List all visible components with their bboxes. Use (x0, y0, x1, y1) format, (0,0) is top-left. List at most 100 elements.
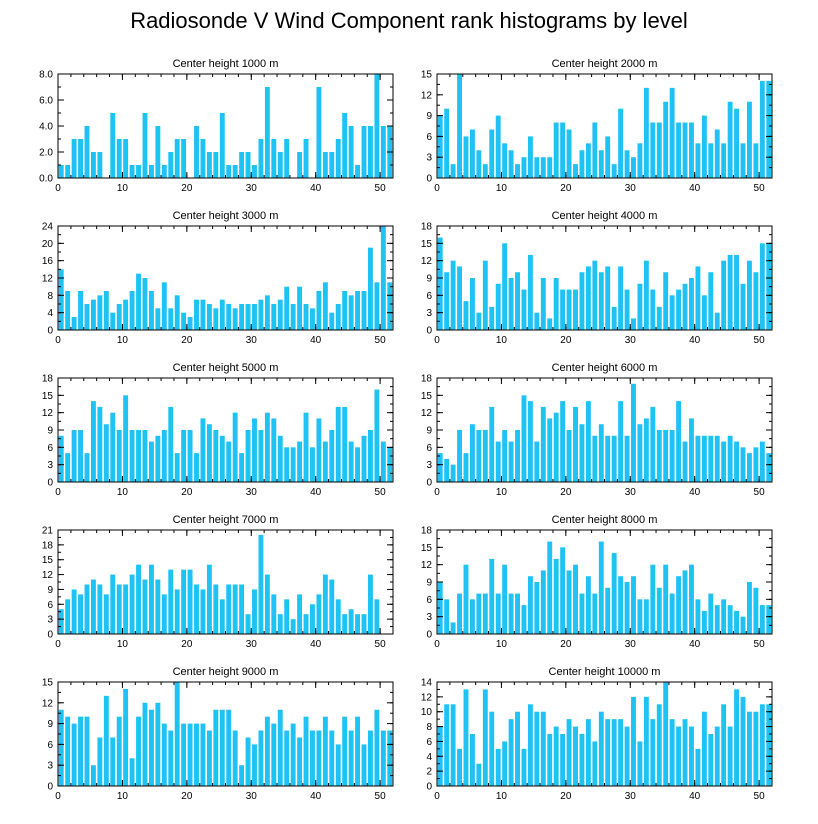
bar (708, 435, 714, 482)
bar (187, 723, 193, 786)
bar (316, 594, 322, 634)
bar (271, 418, 277, 482)
bar (766, 243, 772, 330)
y-tick-label: 9 (47, 426, 53, 437)
bar (637, 283, 643, 330)
bar (521, 605, 527, 634)
x-tick-label: 30 (625, 639, 637, 650)
y-tick-label: 3 (47, 761, 53, 772)
bar (380, 226, 386, 330)
bar (585, 266, 591, 330)
bar (611, 719, 617, 786)
chart-panel-10: Center height 10000 m 0 10 20 30 40 50 0 2 4 6 8 10 1… (421, 666, 773, 802)
bar (303, 139, 309, 178)
bar (84, 453, 90, 482)
bar (316, 87, 322, 178)
bar (84, 716, 90, 786)
bar (502, 143, 508, 178)
bar (290, 447, 296, 482)
bar (374, 74, 380, 178)
bar (714, 726, 720, 786)
bar (387, 730, 393, 786)
bar (245, 737, 251, 786)
bar (348, 730, 354, 786)
bar (65, 291, 71, 330)
y-tick-label: 15 (421, 543, 433, 554)
bar (553, 278, 559, 330)
bar (374, 389, 380, 482)
y-tick-label: 6 (426, 737, 432, 748)
x-tick-label: 20 (181, 487, 193, 498)
chart-panel-9: Center height 9000 m 0 10 20 30 40 50 0 3 6 9 12 15 (42, 666, 394, 802)
bar (155, 308, 161, 330)
bar (213, 709, 219, 786)
y-tick-label: 4.0 (39, 122, 53, 133)
chart-panel-5: Center height 5000 m 0 10 20 30 40 50 0 3 6 9 12 15 1… (42, 362, 394, 498)
bar (527, 704, 533, 786)
bar (689, 418, 694, 482)
bar (116, 584, 122, 634)
bar (110, 312, 116, 330)
bar (284, 286, 290, 330)
bar (78, 139, 83, 178)
bar (469, 129, 475, 178)
bar (624, 582, 630, 634)
x-tick-label: 10 (496, 183, 508, 194)
bar (637, 424, 643, 482)
bar (258, 299, 264, 330)
bar (239, 765, 245, 786)
chart-panel-1: Center height 1000 m 0 10 20 30 40 50 0.0 2.0 4.0… (39, 58, 394, 194)
bar (90, 401, 96, 482)
bar (708, 143, 714, 178)
x-tick-label: 50 (375, 183, 387, 194)
bar (747, 101, 752, 178)
x-tick-label: 10 (496, 335, 508, 346)
bar (521, 748, 527, 786)
bar (58, 609, 64, 634)
bar (213, 584, 219, 634)
panel-title: Center height 9000 m (173, 666, 279, 678)
y-tick-label: 0 (426, 630, 432, 641)
bar (297, 152, 303, 178)
bar (271, 723, 277, 786)
bar (708, 272, 714, 330)
bar (348, 609, 354, 634)
bar (368, 430, 373, 482)
bar (355, 291, 361, 330)
y-tick-label: 0 (47, 630, 53, 641)
bar (297, 594, 303, 634)
bar (219, 709, 225, 786)
bar (669, 430, 675, 482)
bar (579, 424, 585, 482)
y-tick-label: 12 (42, 274, 54, 285)
bar (489, 558, 495, 634)
bar (521, 157, 527, 178)
x-tick-label: 40 (310, 335, 322, 346)
y-tick-label: 15 (42, 391, 54, 402)
bar (463, 689, 469, 786)
bar (631, 696, 636, 786)
bar (148, 291, 154, 330)
bar (547, 418, 553, 482)
bar (200, 589, 206, 634)
x-tick-label: 30 (625, 487, 637, 498)
bar (90, 579, 96, 634)
bar (515, 593, 520, 634)
bar (97, 295, 103, 330)
x-tick-label: 0 (55, 791, 61, 802)
bar (437, 237, 443, 330)
y-tick-label: 6 (426, 291, 432, 302)
bar (495, 441, 501, 482)
bar (695, 435, 701, 482)
bar (476, 593, 482, 634)
bar (734, 108, 740, 178)
bar (200, 299, 206, 330)
bar (463, 564, 469, 634)
bar (303, 614, 309, 634)
x-tick-label: 0 (434, 335, 440, 346)
x-tick-label: 10 (117, 639, 129, 650)
bar (245, 614, 251, 634)
bar (759, 441, 765, 482)
bar (148, 564, 154, 634)
